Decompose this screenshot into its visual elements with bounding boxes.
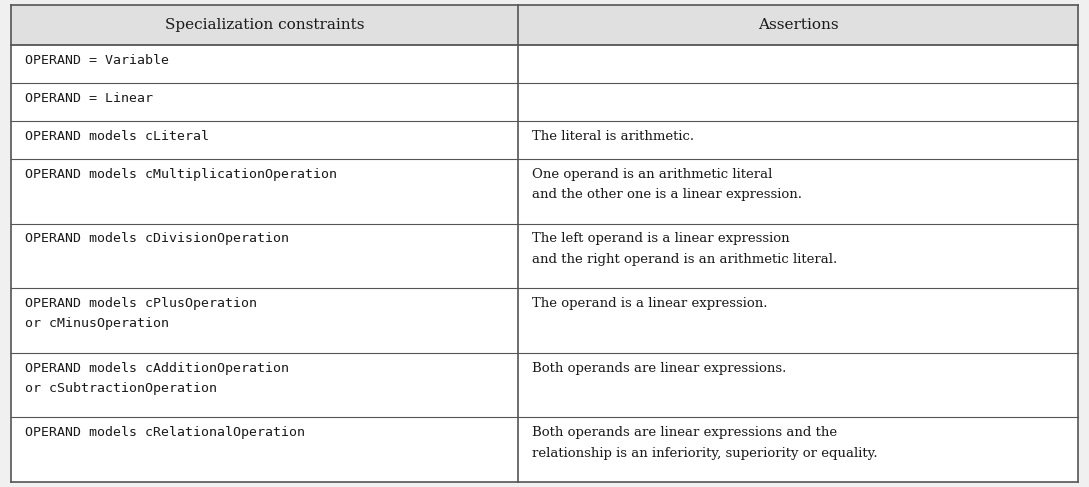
Text: One operand is an arithmetic literal: One operand is an arithmetic literal bbox=[531, 168, 772, 181]
Text: OPERAND models cMultiplicationOperation: OPERAND models cMultiplicationOperation bbox=[25, 168, 338, 181]
Text: Both operands are linear expressions and the: Both operands are linear expressions and… bbox=[531, 426, 837, 439]
Text: The left operand is a linear expression: The left operand is a linear expression bbox=[531, 232, 790, 245]
Text: and the right operand is an arithmetic literal.: and the right operand is an arithmetic l… bbox=[531, 253, 837, 266]
Bar bbox=[11, 5, 1078, 45]
Text: The literal is arithmetic.: The literal is arithmetic. bbox=[531, 130, 694, 143]
Text: The operand is a linear expression.: The operand is a linear expression. bbox=[531, 297, 768, 310]
Text: relationship is an inferiority, superiority or equality.: relationship is an inferiority, superior… bbox=[531, 447, 878, 460]
Text: OPERAND = Variable: OPERAND = Variable bbox=[25, 54, 169, 67]
Text: OPERAND models cLiteral: OPERAND models cLiteral bbox=[25, 130, 209, 143]
Text: or cMinusOperation: or cMinusOperation bbox=[25, 318, 169, 330]
Text: Specialization constraints: Specialization constraints bbox=[164, 18, 364, 32]
Text: OPERAND models cRelationalOperation: OPERAND models cRelationalOperation bbox=[25, 426, 305, 439]
Text: or cSubtractionOperation: or cSubtractionOperation bbox=[25, 382, 217, 395]
Text: OPERAND models cPlusOperation: OPERAND models cPlusOperation bbox=[25, 297, 257, 310]
Text: OPERAND = Linear: OPERAND = Linear bbox=[25, 92, 154, 105]
Text: Both operands are linear expressions.: Both operands are linear expressions. bbox=[531, 362, 786, 375]
Text: and the other one is a linear expression.: and the other one is a linear expression… bbox=[531, 188, 802, 201]
Text: Assertions: Assertions bbox=[758, 18, 839, 32]
Text: OPERAND models cAdditionOperation: OPERAND models cAdditionOperation bbox=[25, 362, 289, 375]
Text: OPERAND models cDivisionOperation: OPERAND models cDivisionOperation bbox=[25, 232, 289, 245]
